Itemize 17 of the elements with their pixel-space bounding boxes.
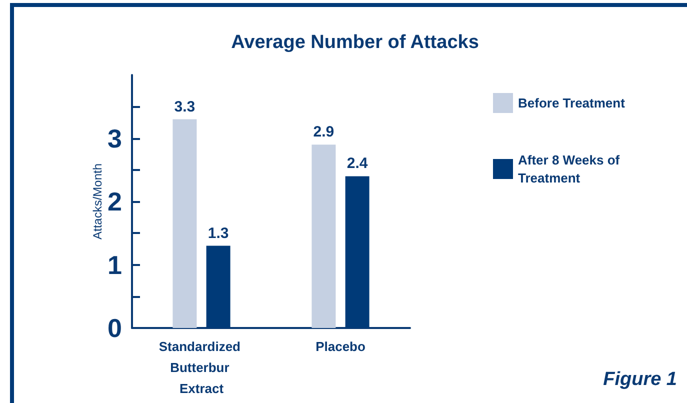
- chart-title: Average Number of Attacks: [231, 32, 479, 53]
- legend-label: Before Treatment: [518, 96, 626, 110]
- x-tick-label: Placebo: [316, 339, 366, 354]
- bar: [312, 144, 336, 328]
- y-axis-title: Attacks/Month: [90, 163, 105, 240]
- y-tick-label: 1: [108, 250, 122, 280]
- data-label: 2.4: [346, 155, 368, 172]
- caption: Figure 1: [603, 369, 678, 390]
- data-label: 3.3: [174, 98, 196, 116]
- x-tick-label: Standardized Butterbur Extract: [158, 339, 244, 396]
- bar: [172, 119, 197, 328]
- y-tick-label: 3: [108, 123, 122, 154]
- legend-label: After 8 Weeks of Treatment: [518, 152, 624, 186]
- data-label: 1.3: [208, 224, 229, 242]
- data-label: 2.9: [313, 124, 334, 141]
- y-tick-label: 0: [108, 313, 122, 343]
- y-tick-label: 2: [108, 186, 122, 216]
